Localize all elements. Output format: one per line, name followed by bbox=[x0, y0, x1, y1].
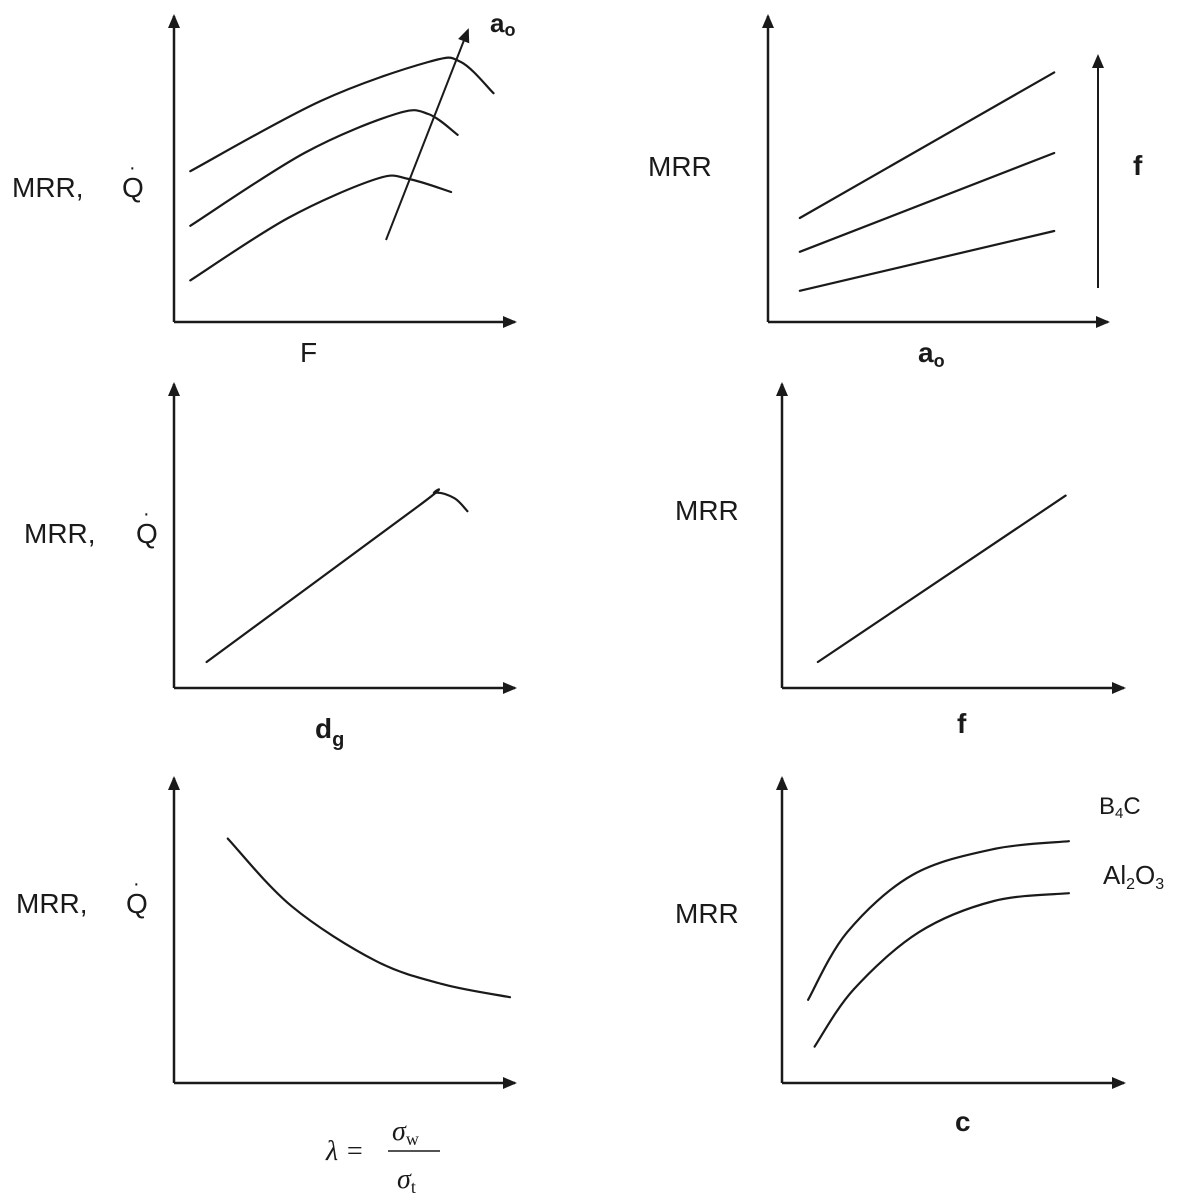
x-axis-label: dg bbox=[315, 713, 344, 751]
panel-5: MRR, Q · λ = σw σt bbox=[16, 776, 517, 1197]
trend-arrow-label: f bbox=[1133, 150, 1143, 181]
formula-denominator: σt bbox=[397, 1164, 416, 1197]
trend-arrow bbox=[385, 28, 470, 241]
formula-numerator-sub: w bbox=[406, 1129, 419, 1149]
series-line-1 bbox=[816, 494, 1067, 664]
legend-b4c-sub: 4 bbox=[1115, 805, 1123, 822]
legend-label-b4c: B4C bbox=[1099, 793, 1141, 822]
series-line-1 bbox=[807, 840, 1070, 1001]
legend-al2o3-main: Al bbox=[1103, 860, 1126, 890]
series-layer bbox=[226, 837, 512, 999]
formula-denominator-main: σ bbox=[397, 1164, 412, 1195]
x-axis-label: F bbox=[300, 337, 317, 368]
series-line-1 bbox=[798, 229, 1056, 292]
legend-b4c-main: B bbox=[1099, 793, 1115, 820]
formula-numerator: σw bbox=[392, 1116, 419, 1149]
y-axis-label: MRR, bbox=[16, 888, 88, 919]
y-axis-label: MRR bbox=[648, 151, 712, 182]
series-line-2 bbox=[798, 151, 1056, 253]
y-axis-label: MRR, bbox=[24, 518, 96, 549]
y-axis-label-dot: · bbox=[133, 873, 140, 895]
panel-1: ao MRR, Q · F bbox=[12, 8, 517, 368]
series-line-1 bbox=[189, 174, 453, 282]
trend-arrow-label: ao bbox=[490, 8, 515, 40]
y-axis-label: MRR, bbox=[12, 172, 84, 203]
y-axis-label-symbol: Q bbox=[136, 518, 158, 549]
series-line-3 bbox=[798, 71, 1056, 220]
y-axis-label: MRR bbox=[675, 898, 739, 929]
panel-2: f MRR ao bbox=[648, 14, 1143, 371]
legend-b4c-tail: C bbox=[1123, 793, 1140, 820]
x-axis-label: f bbox=[957, 708, 967, 739]
x-axis-label-main: a bbox=[918, 337, 934, 368]
x-axis-label-sub: o bbox=[934, 351, 945, 371]
y-axis-label-symbol: Q bbox=[126, 888, 148, 919]
series-layer bbox=[205, 488, 469, 664]
x-axis-label-main: d bbox=[315, 713, 332, 744]
series-layer bbox=[798, 71, 1056, 292]
y-axis-label-dot: · bbox=[129, 157, 136, 179]
legend-al2o3-mid: O bbox=[1135, 860, 1155, 890]
series-line-3 bbox=[189, 56, 495, 173]
y-axis-label-dot: · bbox=[143, 503, 150, 525]
series-line-2 bbox=[189, 109, 459, 227]
x-axis-label-sub: g bbox=[332, 729, 344, 751]
series-layer bbox=[807, 840, 1070, 1048]
series-line-2 bbox=[813, 892, 1070, 1048]
panel-6: MRR c B4C Al2O3 bbox=[675, 776, 1164, 1137]
series-line-1 bbox=[205, 488, 469, 664]
formula-lambda: λ = bbox=[325, 1136, 364, 1167]
legend-al2o3-sub2: 3 bbox=[1155, 876, 1164, 893]
y-axis-label: MRR bbox=[675, 495, 739, 526]
trend-arrow-label-sub: o bbox=[504, 20, 515, 40]
series-line-1 bbox=[226, 837, 512, 999]
formula-numerator-main: σ bbox=[392, 1116, 407, 1147]
trend-arrow-label-main: a bbox=[490, 8, 505, 38]
series-layer bbox=[816, 494, 1067, 664]
x-axis-label-formula: λ = σw σt bbox=[325, 1116, 440, 1197]
panel-3: MRR, Q · dg bbox=[24, 382, 517, 751]
legend-label-al2o3: Al2O3 bbox=[1103, 860, 1164, 893]
panel-4: MRR f bbox=[675, 382, 1126, 739]
series-layer bbox=[189, 56, 495, 282]
x-axis-label: ao bbox=[918, 337, 945, 371]
legend-al2o3-sub: 2 bbox=[1126, 876, 1135, 893]
x-axis-label: c bbox=[955, 1106, 971, 1137]
formula-denominator-sub: t bbox=[411, 1177, 416, 1197]
y-axis-label-symbol: Q bbox=[122, 172, 144, 203]
